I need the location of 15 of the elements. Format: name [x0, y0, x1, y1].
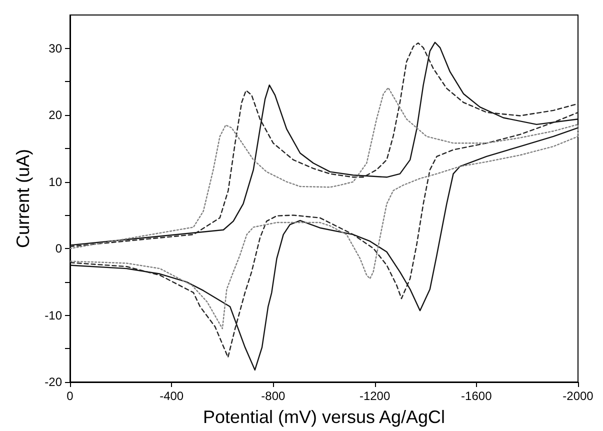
- y-tick-label: 30: [48, 41, 62, 56]
- y-tick-label: 10: [48, 174, 62, 189]
- x-tick-label: -800: [261, 389, 286, 403]
- y-tick-label: -10: [44, 308, 62, 322]
- y-axis-title: Current (uA): [13, 148, 33, 248]
- x-tick-label: 0: [66, 389, 74, 403]
- x-tick-label: -1600: [461, 389, 492, 403]
- y-tick-label: -20: [44, 375, 62, 389]
- y-tick-label: 20: [48, 108, 62, 122]
- x-tick-label: -1200: [359, 389, 390, 403]
- line-series: [69, 87, 579, 330]
- y-tick-label: 0: [55, 242, 62, 256]
- x-axis-title: Potential (mV) versus Ag/AgCl: [202, 407, 446, 427]
- x-tick-label: -2000: [562, 389, 594, 403]
- x-tick-label: -400: [160, 389, 184, 403]
